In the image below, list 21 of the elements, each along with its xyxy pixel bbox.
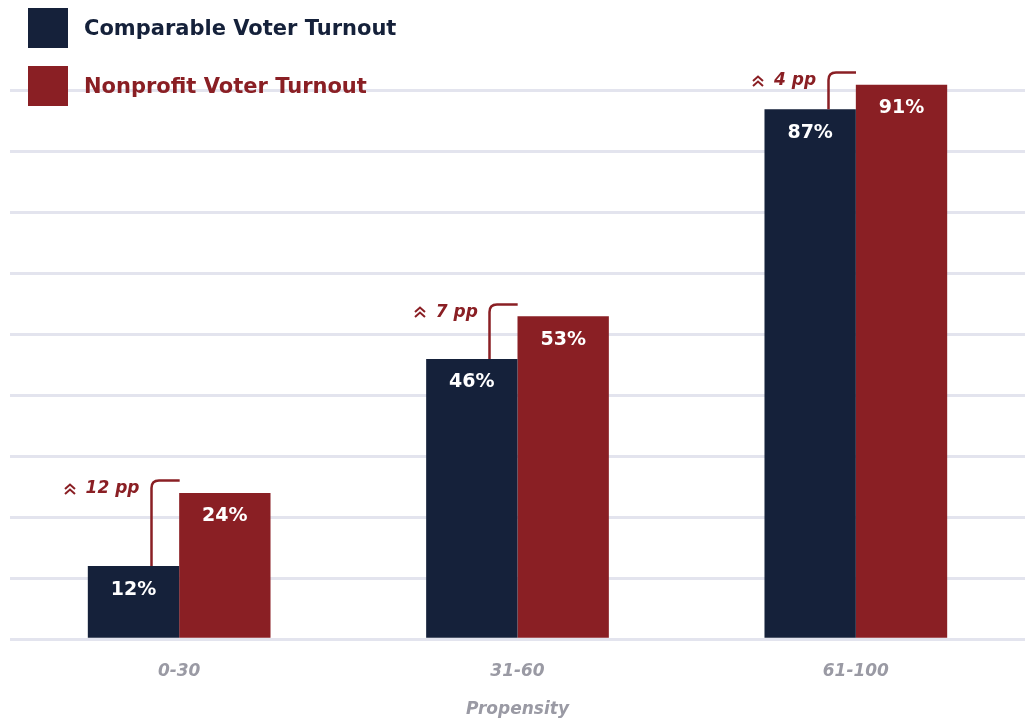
annotation: 4 pp	[773, 69, 817, 90]
bar	[764, 109, 856, 638]
data-label: 46%	[449, 369, 495, 392]
legend-label: Nonprofit Voter Turnout	[84, 74, 367, 98]
x-axis-title: Propensity	[466, 698, 570, 719]
bar	[179, 492, 271, 638]
data-label: 53%	[540, 326, 586, 349]
data-label: 12%	[110, 576, 157, 599]
x-tick-label: 61-100	[822, 659, 890, 680]
legend-label: Comparable Voter Turnout	[84, 16, 397, 40]
bar	[87, 566, 180, 638]
annotation: 7 pp	[435, 300, 478, 321]
data-label: 91%	[878, 95, 925, 118]
data-label: 87%	[787, 119, 833, 142]
annotation: 12 pp	[85, 477, 140, 498]
data-label: 24%	[202, 503, 248, 526]
x-tick-label: 31-60	[490, 659, 545, 680]
x-tick-label: 0-30	[157, 659, 201, 680]
bar	[517, 316, 609, 638]
bar	[426, 358, 518, 638]
bar	[855, 84, 948, 638]
